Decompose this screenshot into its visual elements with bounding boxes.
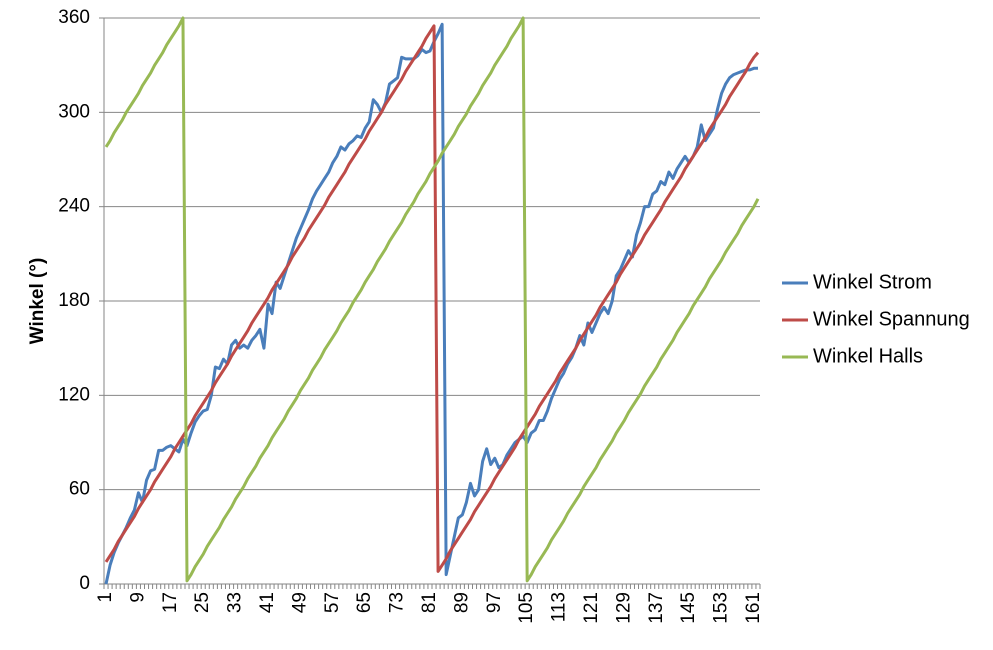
x-tick-label: 89 xyxy=(451,592,472,613)
series-line xyxy=(104,16,760,583)
y-tick-label: 300 xyxy=(58,101,90,122)
x-tick-label: 49 xyxy=(289,592,310,613)
x-tick-label: 81 xyxy=(419,592,440,613)
x-tick-label: 73 xyxy=(387,592,408,613)
x-tick-label: 105 xyxy=(516,592,537,624)
x-tick-label: 161 xyxy=(743,592,764,624)
x-tick-label: 137 xyxy=(646,592,667,624)
legend-label: Winkel Spannung xyxy=(813,308,970,330)
y-tick-label: 60 xyxy=(69,479,90,500)
legend-label: Winkel Halls xyxy=(813,345,923,367)
y-tick-label: 0 xyxy=(79,573,90,594)
y-tick-label: 180 xyxy=(58,290,90,311)
y-tick-label: 240 xyxy=(58,196,90,217)
x-tick-label: 129 xyxy=(613,592,634,624)
x-tick-label: 9 xyxy=(127,592,148,603)
x-tick-label: 33 xyxy=(225,592,246,613)
x-tick-label: 17 xyxy=(160,592,181,613)
x-tick-label: 41 xyxy=(257,592,278,613)
y-tick-label: 120 xyxy=(58,384,90,405)
x-tick-label: 113 xyxy=(549,592,570,622)
x-tick-label: 121 xyxy=(581,592,602,624)
series-line xyxy=(104,24,760,573)
y-tick-label: 360 xyxy=(58,7,90,28)
x-tick-label: 1 xyxy=(95,592,116,603)
series-line xyxy=(104,22,758,585)
x-tick-label: 97 xyxy=(484,592,505,613)
legend: Winkel Strom Winkel Spannung Winkel Halls xyxy=(782,271,970,367)
legend-label: Winkel Strom xyxy=(813,271,932,293)
x-tick-label: 25 xyxy=(192,592,213,613)
x-tick-label: 57 xyxy=(322,592,343,613)
x-tick-label: 145 xyxy=(678,592,699,624)
x-tick-label: 153 xyxy=(711,592,732,624)
x-tick-label: 65 xyxy=(354,592,375,613)
y-axis-label: Winkel (°) xyxy=(27,258,48,345)
